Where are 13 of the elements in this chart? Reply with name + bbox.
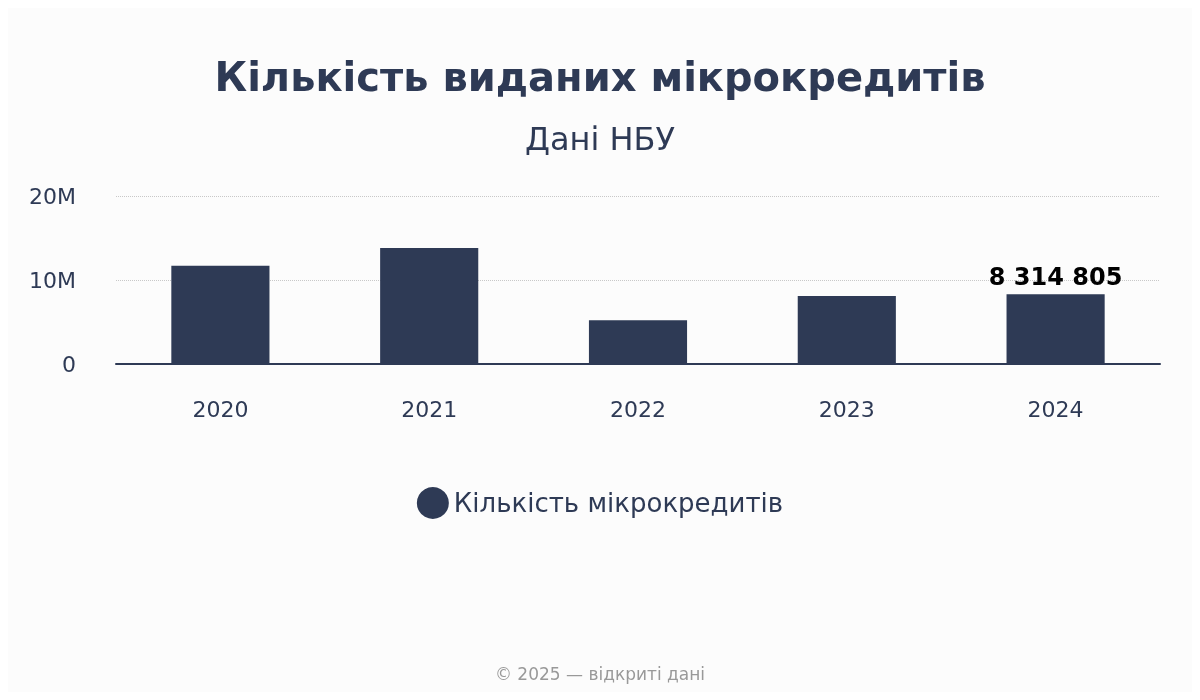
- x-tick-label: 2024: [1027, 396, 1084, 422]
- data-label: 8 314 805: [988, 263, 1123, 292]
- y-tick-label: 20M: [29, 183, 76, 209]
- chart-subtitle: Дані НБУ: [524, 120, 676, 158]
- text: © 2025 — відкриті дані: [494, 663, 706, 684]
- legend-label: Кількість мікрокредитів: [453, 488, 784, 518]
- x-tick-label: 2023: [818, 396, 875, 422]
- x-tick-label: 2020: [192, 396, 249, 422]
- chart-title: Кількість виданих мікрокредитів: [214, 54, 986, 100]
- x-tick-label: 2021: [401, 396, 458, 422]
- y-tick-label: 0: [62, 351, 76, 377]
- y-tick-label: 10M: [29, 267, 76, 293]
- x-tick-label: 2022: [610, 396, 666, 422]
